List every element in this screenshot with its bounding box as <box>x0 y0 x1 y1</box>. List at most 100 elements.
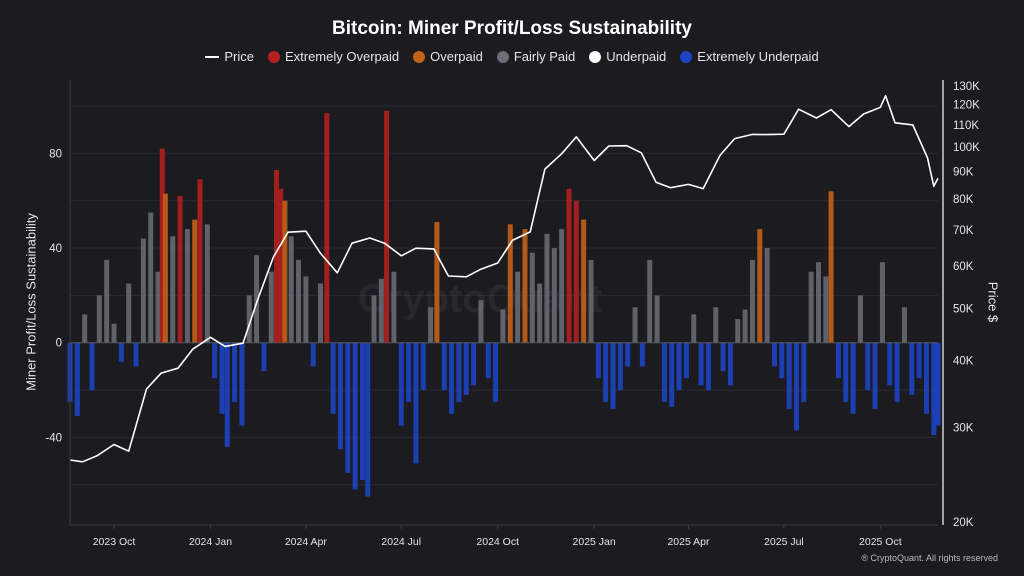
bar-eu <box>727 342 733 386</box>
bar-eu <box>676 342 682 391</box>
bar-f <box>104 259 110 343</box>
bar-eu <box>365 342 371 497</box>
bar-f <box>318 283 324 343</box>
y-tick-label: -40 <box>45 432 62 444</box>
bar-eu <box>485 342 491 379</box>
x-tick-label: 2024 Jan <box>189 536 232 548</box>
bar-o <box>434 222 440 343</box>
bar-eu <box>441 342 447 391</box>
legend-label: Fairly Paid <box>513 49 576 64</box>
bar-eu <box>872 342 878 410</box>
legend-label: Extremely Overpaid <box>284 49 400 64</box>
y-tick-label: 0 <box>56 338 62 350</box>
legend-item-underpaid[interactable]: Underpaid <box>589 49 666 64</box>
dot-swatch-icon <box>496 50 509 63</box>
legend-item-fairly-paid[interactable]: Fairly Paid <box>496 49 576 64</box>
chart-title: Bitcoin: Miner Profit/Loss Sustainabilit… <box>332 18 692 39</box>
bar-eu <box>625 342 631 367</box>
x-tick-label: 2025 Jan <box>573 536 616 548</box>
bar-eo <box>324 113 330 343</box>
bar-eo <box>566 188 572 343</box>
y2-tick-label: 130K <box>953 81 980 93</box>
bar-o <box>757 229 763 343</box>
bar-eo <box>177 195 183 343</box>
bar-o <box>828 191 834 343</box>
bar-eu <box>669 342 675 407</box>
bar-eu <box>771 342 777 367</box>
bar-f <box>155 271 161 343</box>
bar-f <box>857 295 863 343</box>
dot-swatch-icon <box>413 50 426 63</box>
line-swatch-icon <box>205 55 220 58</box>
copyright-footer: ® CryptoQuant. All rights reserved <box>861 553 998 563</box>
bar-f <box>559 229 565 343</box>
bar-eu <box>406 342 412 402</box>
y2-tick-label: 20K <box>953 517 974 529</box>
legend-item-price[interactable]: Price <box>205 49 254 64</box>
bar-o <box>282 200 288 343</box>
bar-eu <box>330 342 336 414</box>
bar-eu <box>843 342 849 402</box>
bar-f <box>303 276 309 343</box>
bar-eu <box>463 342 469 395</box>
x-tick-label: 2023 Oct <box>93 536 136 548</box>
bar-f <box>170 236 176 343</box>
bar-f <box>632 307 638 343</box>
dot-swatch-icon <box>680 50 693 63</box>
dot-swatch-icon <box>589 50 602 63</box>
bar-eu <box>683 342 689 379</box>
bar-f <box>654 295 660 343</box>
bar-f <box>647 259 653 343</box>
bar-f <box>391 271 397 343</box>
y2-tick-label: 40K <box>953 356 974 368</box>
bar-f <box>296 259 302 343</box>
bar-f <box>515 271 521 343</box>
bar-eu <box>705 342 711 391</box>
price-line <box>69 94 939 463</box>
bar-eo <box>573 200 579 343</box>
bar-eu <box>935 342 941 426</box>
x-tick-label: 2024 Apr <box>285 536 328 548</box>
bar-f <box>879 262 885 343</box>
bar-f <box>184 229 190 343</box>
bar-f <box>691 314 697 343</box>
bar-eu <box>909 342 915 395</box>
bar-eu <box>219 342 225 414</box>
y2-tick-label: 110K <box>953 120 979 132</box>
bar-f <box>749 259 755 343</box>
legend-item-extremely-overpaid[interactable]: Extremely Overpaid <box>267 49 400 64</box>
legend-item-overpaid[interactable]: Overpaid <box>413 49 483 64</box>
legend-label: Extremely Underpaid <box>697 49 819 64</box>
bar-eo <box>274 169 280 343</box>
bar-eo <box>278 188 284 343</box>
bar-eu <box>639 342 645 367</box>
bar-eu <box>345 342 351 473</box>
bar-eu <box>232 342 238 402</box>
bar-eu <box>916 342 922 379</box>
bar-eu <box>595 342 601 379</box>
bar-eu <box>786 342 792 410</box>
y2-tick-label: 90K <box>953 167 974 179</box>
bar-f <box>808 271 814 343</box>
bar-eu <box>887 342 893 386</box>
bar-f <box>126 283 132 343</box>
bar-f <box>254 255 260 343</box>
bar-f <box>713 307 719 343</box>
bar-o <box>192 219 198 343</box>
bar-eu <box>420 342 426 391</box>
y2-tick-label: 30K <box>953 423 974 435</box>
bar-eu <box>212 342 218 379</box>
bar-f <box>478 300 484 343</box>
legend-item-extremely-underpaid[interactable]: Extremely Underpaid <box>680 49 819 64</box>
bar-f <box>500 309 506 343</box>
bar-eu <box>449 342 455 414</box>
bar-f <box>378 278 384 343</box>
legend-label: Underpaid <box>606 49 667 64</box>
bar-eu <box>224 342 230 447</box>
y-tick-label: 40 <box>49 243 62 255</box>
bar-f <box>537 283 543 343</box>
bar-eu <box>793 342 799 431</box>
bar-eu <box>118 342 124 362</box>
bar-f <box>529 252 535 343</box>
bar-eu <box>894 342 900 402</box>
